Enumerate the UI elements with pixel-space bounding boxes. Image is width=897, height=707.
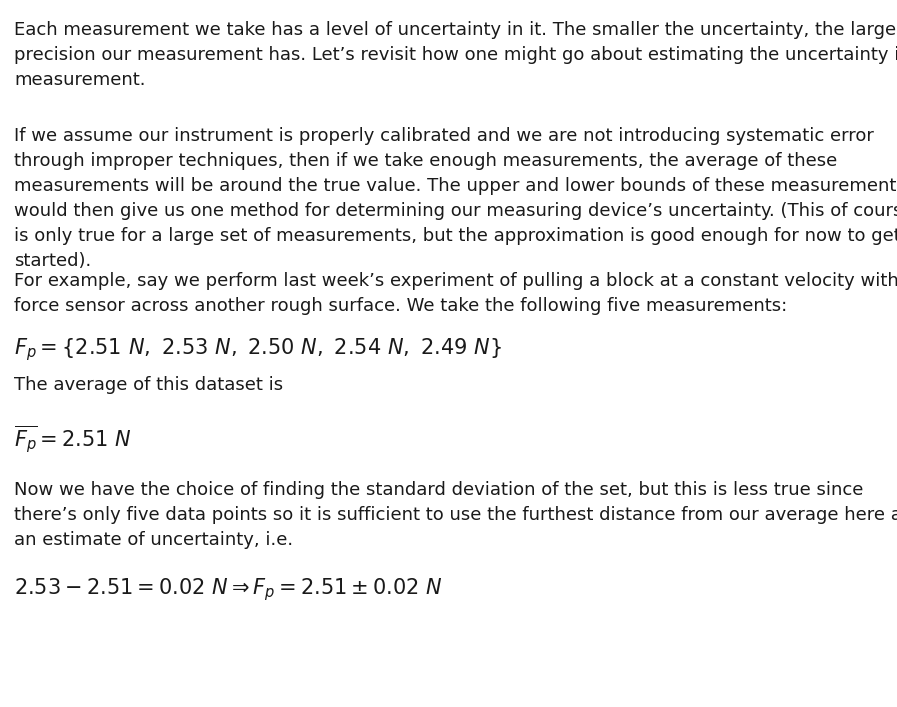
Text: $F_p = \{2.51\ N,\ 2.53\ N,\ 2.50\ N,\ 2.54\ N,\ 2.49\ N\}$: $F_p = \{2.51\ N,\ 2.53\ N,\ 2.50\ N,\ 2… xyxy=(14,336,502,363)
Text: The average of this dataset is: The average of this dataset is xyxy=(14,376,283,394)
Text: $\overline{F_p} = 2.51\ N$: $\overline{F_p} = 2.51\ N$ xyxy=(14,424,132,457)
Text: For example, say we perform last week’s experiment of pulling a block at a const: For example, say we perform last week’s … xyxy=(14,272,897,315)
Text: Each measurement we take has a level of uncertainty in it. The smaller the uncer: Each measurement we take has a level of … xyxy=(14,21,897,89)
Text: Now we have the choice of finding the standard deviation of the set, but this is: Now we have the choice of finding the st… xyxy=(14,481,897,549)
Text: If we assume our instrument is properly calibrated and we are not introducing sy: If we assume our instrument is properly … xyxy=(14,127,897,270)
Text: $2.53 - 2.51 = 0.02\ N \Rightarrow F_p = 2.51 \pm 0.02\ N$: $2.53 - 2.51 = 0.02\ N \Rightarrow F_p =… xyxy=(14,576,443,603)
